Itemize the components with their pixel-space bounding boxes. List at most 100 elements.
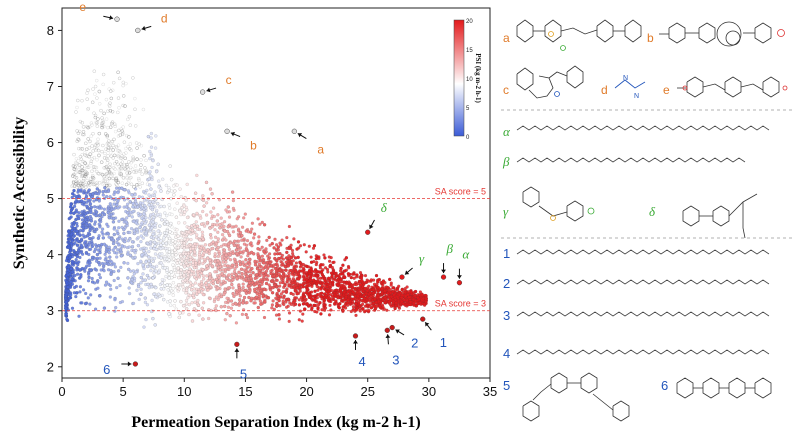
data-point: [262, 250, 266, 254]
data-point: [179, 254, 183, 259]
data-point: [378, 304, 382, 308]
data-point: [90, 280, 95, 284]
data-point: [207, 243, 212, 247]
data-point: [95, 252, 100, 257]
data-point: [85, 178, 89, 183]
data-point: [388, 277, 392, 282]
data-point: [200, 209, 205, 214]
data-point: [170, 253, 175, 257]
data-point: [96, 236, 101, 241]
data-point: [154, 197, 158, 201]
data-point: [94, 213, 98, 218]
data-point: [241, 260, 245, 264]
data-point: [69, 224, 74, 229]
data-point: [341, 263, 345, 267]
data-point: [237, 287, 242, 292]
data-point: [349, 275, 353, 280]
data-point: [127, 291, 132, 296]
data-point: [307, 244, 311, 249]
data-point: [127, 114, 132, 119]
data-point: [93, 182, 97, 187]
data-point: [87, 146, 92, 150]
data-point: [227, 273, 231, 277]
data-point: [140, 220, 144, 225]
data-point: [164, 183, 169, 188]
data-point: [181, 234, 186, 239]
data-point: [262, 261, 266, 265]
data-point: [147, 223, 152, 227]
data-point: [201, 317, 205, 321]
data-point: [111, 216, 116, 221]
data-point: [149, 153, 154, 158]
data-point: [139, 281, 143, 285]
data-point: [176, 234, 180, 238]
data-point: [245, 238, 250, 243]
data-point: [87, 263, 92, 268]
data-point: [206, 316, 211, 321]
data-point: [143, 296, 148, 300]
data-point: [213, 259, 218, 264]
data-point: [240, 238, 244, 242]
data-point: [77, 276, 82, 280]
data-point: [85, 163, 89, 168]
data-point: [362, 296, 367, 301]
data-point: [192, 250, 197, 254]
data-point: [71, 183, 75, 188]
data-point: [179, 275, 184, 279]
data-point: [126, 261, 130, 266]
data-point: [171, 263, 175, 267]
data-point: [232, 239, 237, 244]
data-point: [252, 287, 257, 292]
data-point: [244, 262, 248, 266]
data-point: [275, 248, 279, 253]
data-point: [323, 256, 327, 260]
data-point: [388, 297, 392, 302]
data-point: [240, 271, 244, 276]
data-point: [297, 298, 301, 302]
data-point: [75, 229, 79, 233]
data-point: [76, 98, 80, 103]
data-point: [91, 235, 95, 240]
data-point: [226, 224, 231, 229]
data-point: [297, 303, 302, 307]
data-point: [79, 199, 84, 203]
data-point: [331, 297, 336, 302]
data-point: [243, 212, 248, 216]
data-point: [216, 254, 221, 259]
data-point: [111, 248, 115, 252]
data-point: [83, 161, 88, 166]
data-point: [144, 171, 148, 176]
data-point: [332, 260, 336, 264]
data-point: [376, 289, 380, 293]
data-point: [201, 237, 205, 242]
data-point: [413, 294, 417, 298]
data-point: [190, 301, 194, 305]
data-point: [120, 225, 124, 230]
data-point: [248, 269, 252, 274]
data-point: [282, 294, 286, 298]
data-point: [171, 184, 176, 188]
data-point: [219, 283, 223, 287]
data-point: [73, 273, 77, 278]
data-point: [150, 298, 154, 303]
data-point: [69, 232, 74, 236]
data-point: [72, 204, 77, 209]
data-point: [201, 198, 206, 203]
data-point: [159, 261, 164, 265]
data-point: [194, 261, 198, 265]
data-point: [181, 311, 185, 315]
data-point: [141, 272, 145, 276]
data-point: [265, 278, 270, 282]
data-point: [70, 191, 75, 196]
data-point: [186, 230, 191, 234]
data-point: [154, 294, 158, 299]
data-point: [99, 123, 104, 128]
data-point: [82, 132, 86, 137]
data-point: [194, 277, 199, 281]
data-point: [260, 254, 265, 258]
data-point: [67, 259, 71, 264]
data-point: [199, 282, 204, 286]
data-point: [142, 212, 146, 216]
data-point: [153, 323, 157, 327]
data-point: [179, 194, 184, 199]
